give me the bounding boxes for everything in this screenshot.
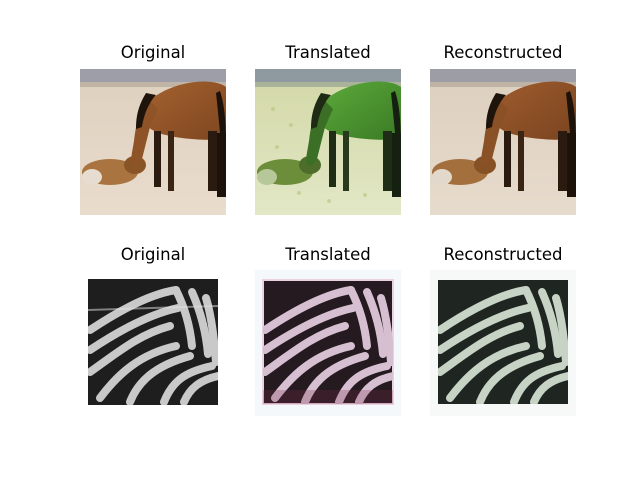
zebra-reconstructed-image: [430, 270, 576, 416]
zebra-original-image: [80, 270, 226, 416]
panel-title: Translated: [285, 245, 371, 264]
panel-title: Original: [120, 245, 186, 264]
panel-title: Original: [120, 43, 186, 62]
panel-title: Reconstructed: [443, 43, 563, 62]
zebra-translated-image: [255, 270, 401, 416]
horse-reconstructed-image: [430, 69, 576, 215]
horse-translated-image: [255, 69, 401, 215]
horse-original-image: [80, 69, 226, 215]
panel-title: Translated: [285, 43, 371, 62]
panel-title: Reconstructed: [443, 245, 563, 264]
